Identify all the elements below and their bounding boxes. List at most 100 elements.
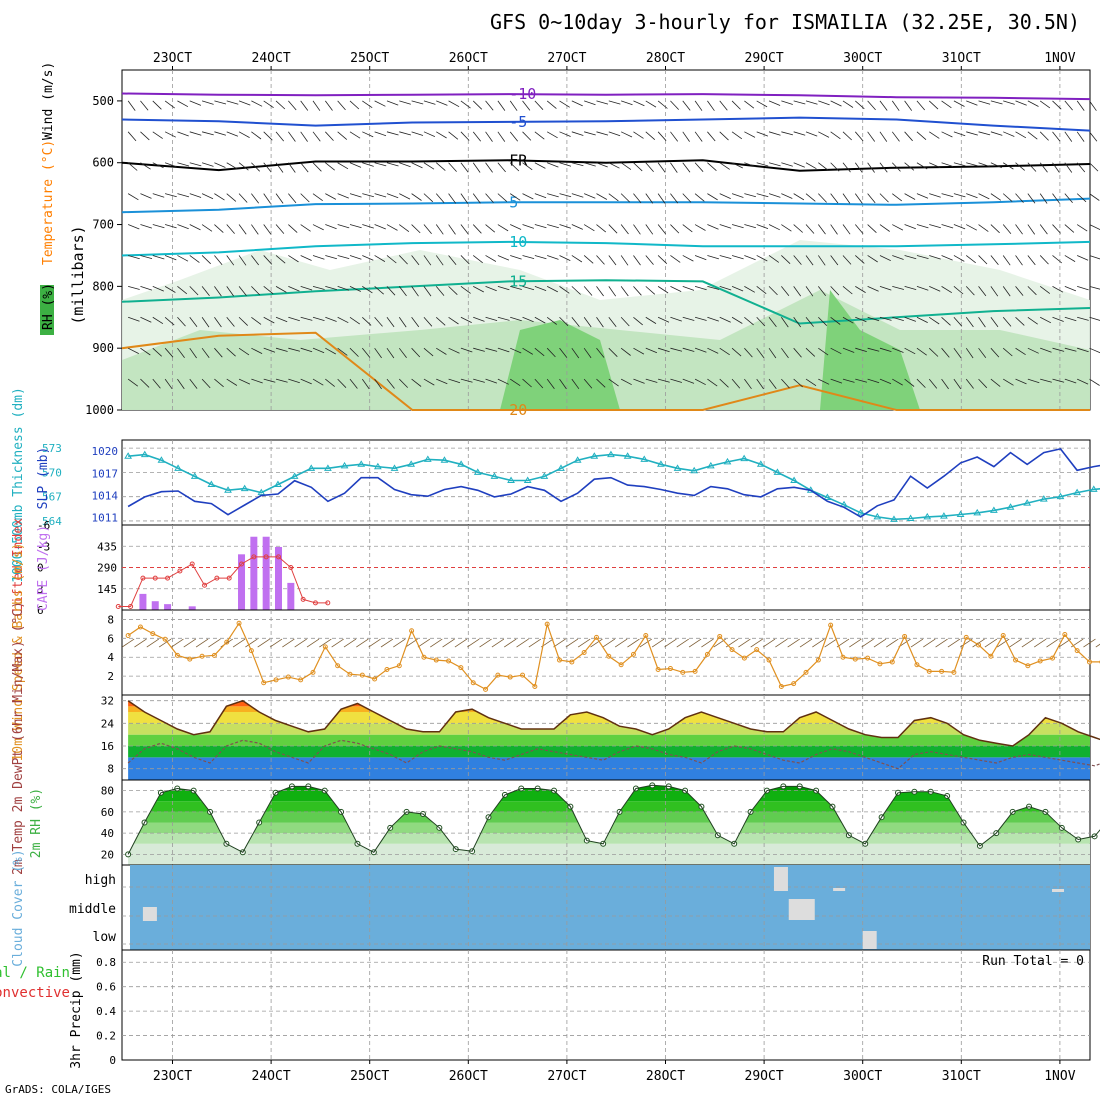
wind-barb [337,100,346,111]
cape-bar [238,554,246,610]
wind-barb [842,255,852,265]
x-tick-label-top: 30OCT [843,51,882,66]
wind-barb [657,162,666,173]
wind-barb [849,638,862,648]
thickness-marker [340,461,349,469]
wind-barb [472,255,483,264]
wind-barb [448,224,456,235]
wind-barb [559,378,567,390]
wind-barb [534,255,547,260]
thickness-marker [640,455,649,462]
cape-bar [139,593,147,610]
wind-barb [633,162,643,172]
wind-barb [892,224,904,231]
wind-barb [818,100,830,106]
wind-barb [892,193,903,202]
y-tick-label: 80 [101,785,114,798]
wind-barb [201,347,210,359]
wind-barb [275,131,285,142]
wind-barb [793,193,805,201]
wind-barb [362,162,374,167]
wind-barb [374,224,386,230]
wind-barb [1052,162,1060,173]
wind-barb [1002,224,1012,234]
x-tick-label-bottom: 31OCT [942,1069,981,1084]
wind-barb [657,316,670,323]
thickness-marker [873,512,882,520]
y-tick-label: 290 [97,562,117,575]
wind-barb [337,378,347,388]
wind-barb [608,100,621,105]
wind-barb [972,638,985,648]
temp-band [128,706,1090,712]
wind-barb [793,286,802,297]
wind-barb [682,378,695,384]
wind-barb [966,162,978,167]
wind-barb [269,638,283,648]
wind-barb [633,286,642,296]
wind-barb [781,162,793,167]
thickness-marker [373,462,382,470]
wind-barb [528,638,542,648]
wind-barb [694,316,707,321]
wind-barb [768,347,777,359]
wind-barb [744,100,755,109]
wind-barb [485,285,497,292]
y-tick-label: 0.8 [96,956,116,969]
wind-barb [300,224,311,232]
wind-barb [978,162,991,167]
thickness-marker [723,457,732,465]
wind-barb [177,378,185,390]
wind-barb [349,193,362,198]
wind-barb [867,285,879,292]
wind-barb [214,224,224,233]
wind-barb [152,347,162,357]
wind-barb [941,100,952,109]
wind-barb [1033,638,1047,648]
wind-barb [756,255,768,262]
wind-barb [534,193,547,199]
wind-barb [929,162,941,168]
wind-barb [349,286,361,292]
wind-barb [620,162,632,170]
wind-barb [398,378,408,388]
wind-barb [522,285,535,291]
wind-barb [362,316,372,326]
thickness-marker [690,466,699,474]
wind-barb [1002,378,1014,386]
cloud-cover-block [833,888,846,891]
wind-barb [128,285,140,290]
thickness-line [128,453,1100,521]
wind-barb [497,193,508,202]
wind-barb [1039,224,1048,235]
wind-barb [374,193,387,198]
cape-bar [262,536,270,610]
wind-barb [978,255,988,265]
y-tick-label: 1000 [85,403,114,417]
wind-barb [312,285,325,290]
cloud-background [130,865,1090,950]
wind-barb [214,317,222,328]
wind-barb [904,224,916,230]
wind-barb [337,162,349,170]
wind-barb [152,316,164,325]
wind-barb [411,162,423,169]
wind-barb [929,316,940,325]
wind-barb [275,224,285,234]
wind-barb [1089,131,1098,142]
wind-barb [275,100,286,110]
wind-barb [226,255,235,266]
isotherm-label: 5 [509,193,518,211]
wind-barb [374,317,383,327]
wind-barb [214,286,222,297]
wind-barb [263,131,273,141]
wind-barb [226,100,239,105]
wind-barb [916,285,929,291]
wind-barb [516,638,529,648]
wind-barb [904,162,915,171]
wind-barb [879,193,889,203]
wind-barb [719,347,730,356]
wind-barb [214,193,225,201]
li-marker [300,596,306,602]
wind-barb [621,100,633,106]
